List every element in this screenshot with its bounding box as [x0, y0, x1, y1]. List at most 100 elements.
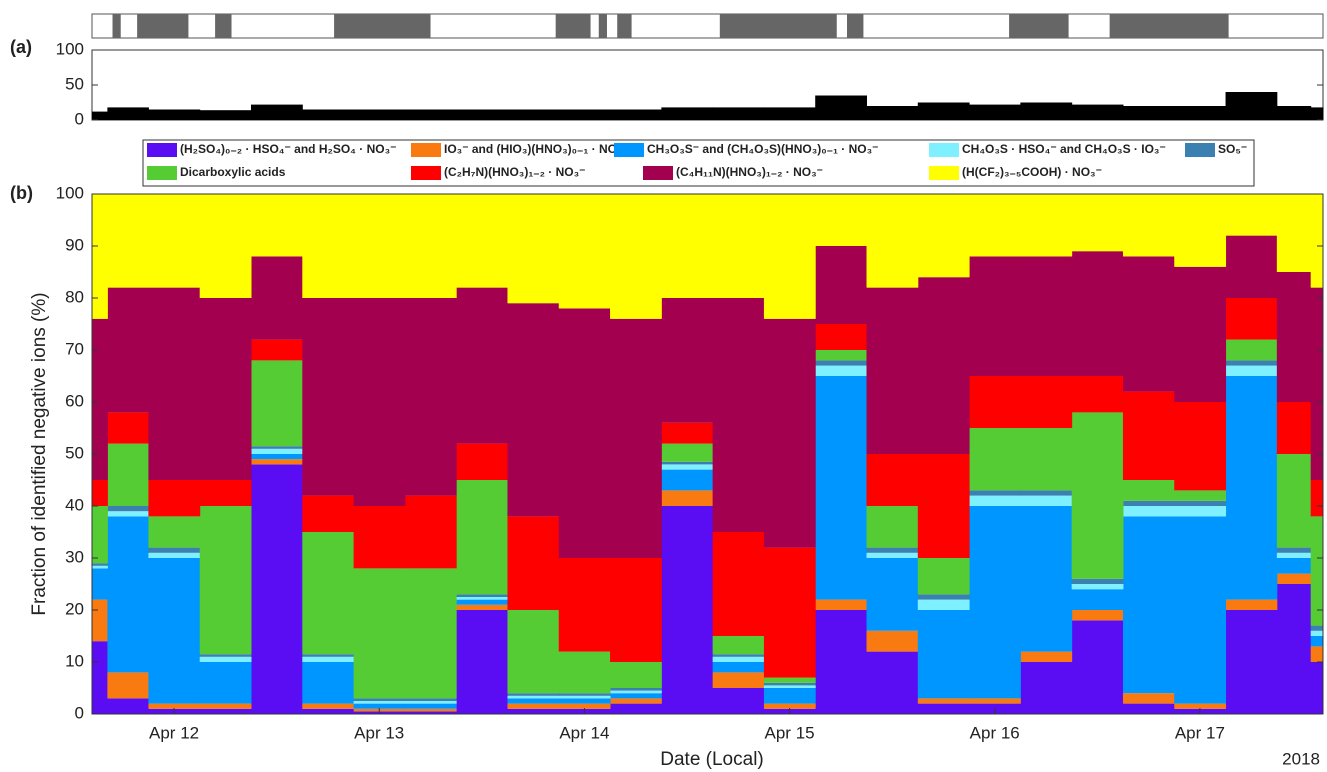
- stack-segment: [763, 703, 816, 709]
- stack-segment: [1174, 506, 1227, 517]
- stack-segment: [199, 194, 252, 298]
- y-tick-label: 0: [75, 109, 84, 128]
- stack-segment: [251, 454, 303, 460]
- legend-label: CH₃O₃S⁻ and (CH₄O₃S)(HNO₃)₀₋₁ · NO₃⁻: [647, 142, 879, 156]
- area-bar: [251, 104, 303, 120]
- stack-segment: [404, 703, 457, 709]
- x-tick-label: Apr 13: [354, 723, 404, 742]
- stack-segment: [92, 599, 108, 642]
- period: [112, 14, 121, 38]
- stack-segment: [969, 256, 1021, 376]
- stack-segment: [507, 698, 560, 704]
- stack-segment: [917, 277, 970, 454]
- y-tick-label: 40: [65, 495, 84, 514]
- area-bar: [507, 109, 560, 120]
- stack-segment: [107, 412, 149, 444]
- y-tick-label: 60: [65, 391, 84, 410]
- legend-box: [142, 139, 1255, 187]
- stack-segment: [404, 711, 457, 714]
- stack-segment: [917, 703, 970, 714]
- stack-segment: [507, 695, 560, 699]
- stack-segment: [302, 654, 355, 657]
- stack-segment: [558, 695, 611, 699]
- stack-segment: [661, 469, 714, 491]
- stack-segment: [866, 194, 919, 288]
- y-tick-label: 100: [56, 39, 84, 58]
- x-tick-label: Apr 14: [559, 723, 609, 742]
- stack-segment: [661, 506, 714, 714]
- stack-segment: [1276, 454, 1312, 548]
- stack-segment: [712, 656, 765, 662]
- stack-segment: [353, 703, 406, 709]
- stack-segment: [969, 194, 1021, 257]
- stack-segment: [92, 480, 108, 506]
- stack-segment: [815, 599, 868, 610]
- area-bar: [866, 106, 919, 120]
- stack-segment: [148, 480, 201, 517]
- legend-swatch: [411, 143, 441, 157]
- stack-segment: [763, 194, 816, 319]
- stack-segment: [148, 547, 201, 553]
- stack-segment: [251, 339, 303, 361]
- area-bar: [456, 109, 508, 120]
- area-bar: [763, 107, 816, 120]
- area-bar: [1276, 106, 1312, 120]
- stack-segment: [815, 194, 868, 246]
- stack-segment: [1310, 480, 1324, 517]
- stack-segment: [107, 511, 149, 517]
- stack-segment: [1276, 194, 1312, 272]
- stack-segment: [1020, 256, 1073, 376]
- stack-segment: [1020, 651, 1073, 662]
- stack-segment: [107, 698, 149, 714]
- stack-segment: [251, 464, 303, 714]
- year-label: 2018: [1282, 749, 1320, 768]
- stack-segment: [107, 194, 149, 288]
- stack-segment: [148, 552, 201, 558]
- stack-segment: [507, 303, 560, 517]
- x-tick-label: Apr 12: [149, 723, 199, 742]
- stack-segment: [712, 194, 765, 298]
- stack-segment: [712, 532, 765, 636]
- stack-segment: [353, 698, 406, 701]
- stack-segment: [815, 350, 868, 361]
- period: [137, 14, 189, 38]
- stack-segment: [507, 610, 560, 694]
- stack-segment: [866, 630, 919, 652]
- stack-segment: [610, 194, 662, 319]
- area-bar: [1071, 104, 1124, 120]
- stack-segment: [148, 516, 201, 548]
- stack-segment: [1225, 235, 1278, 298]
- area-bar: [1225, 92, 1278, 120]
- stack-segment: [815, 324, 868, 350]
- stack-segment: [610, 693, 662, 699]
- stack-segment: [969, 490, 1021, 496]
- legend-label: Dicarboxylic acids: [180, 165, 286, 179]
- y-tick-label: 50: [65, 443, 84, 462]
- stack-segment: [507, 516, 560, 610]
- stack-segment: [558, 698, 611, 704]
- stack-segment: [456, 610, 508, 714]
- stack-segment: [1174, 194, 1227, 267]
- y-tick-label: 100: [56, 183, 84, 202]
- x-tick-label: Apr 16: [970, 723, 1020, 742]
- stack-segment: [302, 656, 355, 662]
- stack-segment: [456, 604, 508, 610]
- stack-segment: [969, 698, 1021, 704]
- stack-segment: [302, 298, 355, 496]
- stack-segment: [1174, 490, 1227, 501]
- stack-segment: [1174, 402, 1227, 491]
- area-bar: [815, 95, 868, 120]
- stack-segment: [1071, 620, 1124, 714]
- stack-segment: [251, 194, 303, 257]
- stack-segment: [558, 703, 611, 709]
- stack-segment: [1225, 298, 1278, 340]
- panel-label: (a): [10, 37, 32, 57]
- legend-label: (C₄H₁₁N)(HNO₃)₁₋₂ · NO₃⁻: [676, 165, 823, 179]
- stack-segment: [661, 443, 714, 462]
- stack-segment: [969, 495, 1021, 506]
- area-bar: [107, 107, 149, 120]
- area-bar: [302, 109, 355, 120]
- stack-segment: [815, 376, 868, 600]
- area-bar: [1310, 107, 1324, 120]
- stack-segment: [148, 194, 201, 288]
